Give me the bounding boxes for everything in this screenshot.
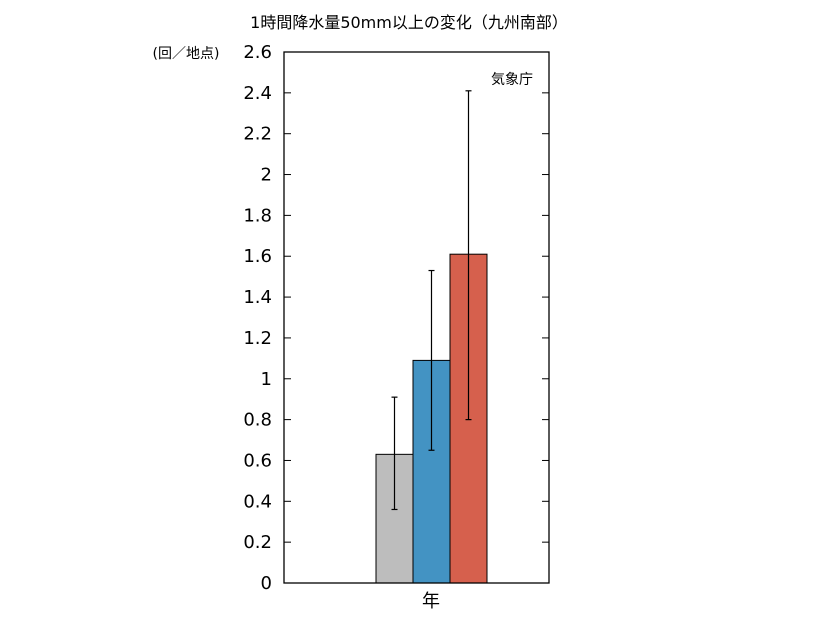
bar-group	[375, 90, 488, 584]
y-tick-label: 1.4	[243, 287, 272, 308]
y-tick-label: 0.2	[243, 532, 272, 553]
chart-title: 1時間降水量50mm以上の変化（九州南部）	[250, 13, 568, 32]
y-tick-label: 0	[261, 573, 272, 594]
x-axis-label: 年	[422, 591, 440, 612]
y-tick-label: 2	[261, 165, 272, 186]
plot-frame	[283, 51, 550, 584]
y-tick-label: 2.2	[243, 124, 272, 145]
y-tick-label: 2.4	[243, 83, 272, 104]
y-tick-label: 1.6	[243, 246, 272, 267]
y-tick-label: 1.8	[243, 205, 272, 226]
source-annotation: 気象庁	[491, 72, 533, 88]
y-axis: 0 0.2 0.4 0.6 0.8 1 1.2 1.4 1.6 1.8 2 2.2 2.4 2.6	[243, 42, 549, 594]
y-tick-label: 2.6	[243, 42, 272, 63]
y-tick-label: 1.2	[243, 328, 272, 349]
y-axis-unit-label: (回／地点)	[153, 46, 220, 62]
y-tick-label: 1	[261, 369, 272, 390]
y-tick-label: 0.6	[243, 450, 272, 471]
y-tick-label: 0.8	[243, 410, 272, 431]
y-tick-label: 0.4	[243, 491, 272, 512]
